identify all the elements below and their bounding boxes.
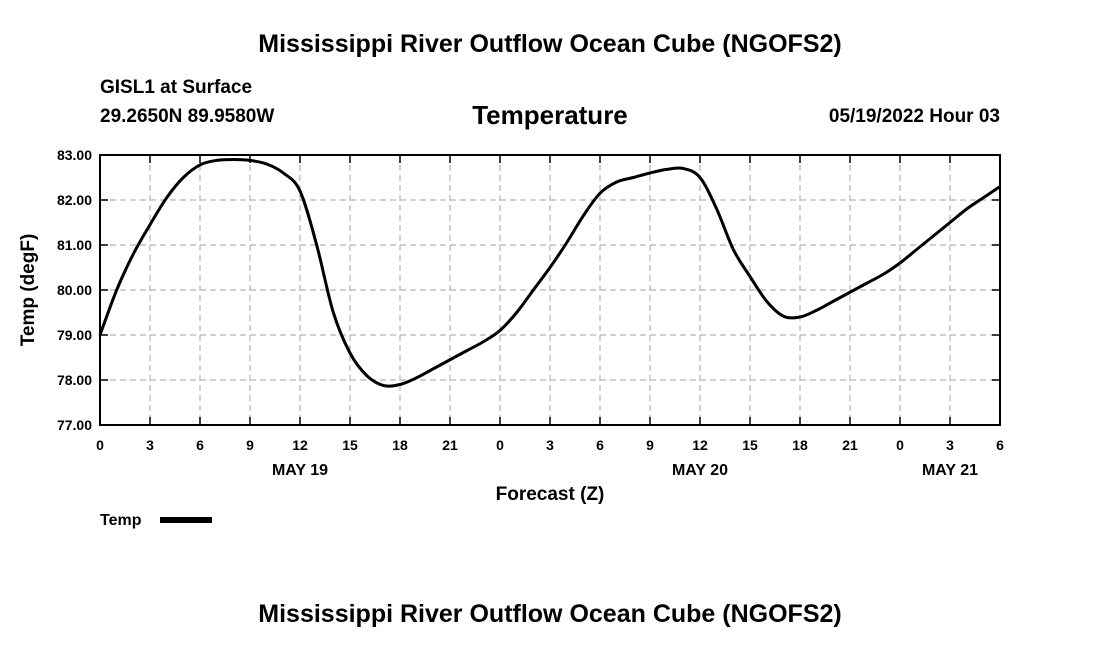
date-label: MAY 21 <box>922 462 978 479</box>
date-label: MAY 20 <box>672 462 728 479</box>
footer-title: Mississippi River Outflow Ocean Cube (NG… <box>258 600 842 628</box>
run-time: 05/19/2022 Hour 03 <box>828 106 1000 127</box>
grid <box>100 154 1000 425</box>
x-tick-label: 3 <box>146 437 154 453</box>
x-axis-title: Forecast (Z) <box>496 484 605 505</box>
x-tick-label: 6 <box>996 437 1004 453</box>
y-tick-label: 77.00 <box>57 417 92 433</box>
temperature-chart: 0 3 6 9 12 15 18 21 0 3 6 9 12 15 18 21 0 3 6 77.00 78.00 79.… <box>18 147 1004 529</box>
x-tick-label: 3 <box>546 437 554 453</box>
station-coordinates: 29.2650N 89.9580W <box>100 106 275 127</box>
x-tick-label: 0 <box>896 437 904 453</box>
main-title: Mississippi River Outflow Ocean Cube (NG… <box>258 30 842 58</box>
x-tick-label: 15 <box>342 437 358 453</box>
x-tick-label: 21 <box>442 437 458 453</box>
x-tick-label: 18 <box>392 437 408 453</box>
date-label: MAY 19 <box>272 462 328 479</box>
x-tick-label: 18 <box>792 437 808 453</box>
x-tick-label: 6 <box>596 437 604 453</box>
y-tick-label: 78.00 <box>57 372 92 388</box>
legend-label-temp: Temp <box>100 512 142 529</box>
x-tick-label: 12 <box>692 437 708 453</box>
y-tick-label: 81.00 <box>57 237 92 253</box>
temp-series-line <box>98 158 1001 388</box>
legend: Temp <box>100 512 212 529</box>
x-tick-label: 0 <box>496 437 504 453</box>
station-name: GISL1 at Surface <box>100 77 253 98</box>
x-tick-label: 15 <box>742 437 758 453</box>
x-tick-label: 6 <box>196 437 204 453</box>
x-tick-label: 9 <box>646 437 654 453</box>
y-tick-label: 80.00 <box>57 282 92 298</box>
y-tick-label: 83.00 <box>57 147 92 163</box>
axis-labels: 0 3 6 9 12 15 18 21 0 3 6 9 12 15 18 21 0 3 6 77.00 78.00 79.… <box>57 147 1004 479</box>
x-tick-label: 3 <box>946 437 954 453</box>
variable-title: Temperature <box>472 100 628 130</box>
x-tick-label: 21 <box>842 437 858 453</box>
y-tick-label: 79.00 <box>57 327 92 343</box>
axis-ticks <box>99 154 1001 426</box>
x-tick-label: 0 <box>96 437 104 453</box>
y-tick-label: 82.00 <box>57 192 92 208</box>
y-axis-title: Temp (degF) <box>18 234 39 347</box>
x-tick-label: 9 <box>246 437 254 453</box>
x-tick-label: 12 <box>292 437 308 453</box>
